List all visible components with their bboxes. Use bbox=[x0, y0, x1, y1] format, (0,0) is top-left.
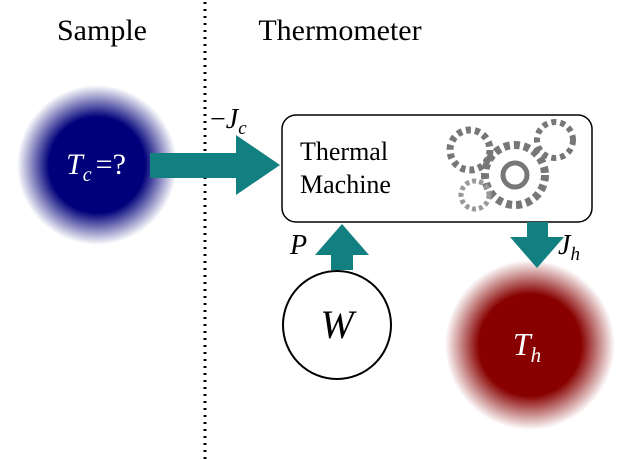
machine-label: Machine bbox=[300, 170, 391, 199]
hot-bath-label: Th bbox=[513, 326, 541, 367]
region-label: Sample bbox=[57, 14, 147, 47]
arrow-power bbox=[315, 224, 369, 270]
cold-bath-label: Tc =? bbox=[66, 148, 126, 186]
machine-label: Thermal bbox=[300, 137, 388, 166]
work-label: W bbox=[320, 302, 357, 347]
arrow-heat-out bbox=[510, 222, 564, 268]
arrow-heat-in bbox=[150, 135, 280, 195]
gears-icon bbox=[446, 119, 576, 212]
heat-out-label: Jh bbox=[558, 230, 580, 265]
hot-bath bbox=[445, 260, 615, 430]
region-label: Thermometer bbox=[258, 14, 421, 47]
power-label: P bbox=[289, 230, 307, 261]
cold-bath bbox=[17, 85, 177, 245]
heat-in-label: −Jc bbox=[210, 104, 247, 139]
work-circle bbox=[282, 270, 392, 380]
